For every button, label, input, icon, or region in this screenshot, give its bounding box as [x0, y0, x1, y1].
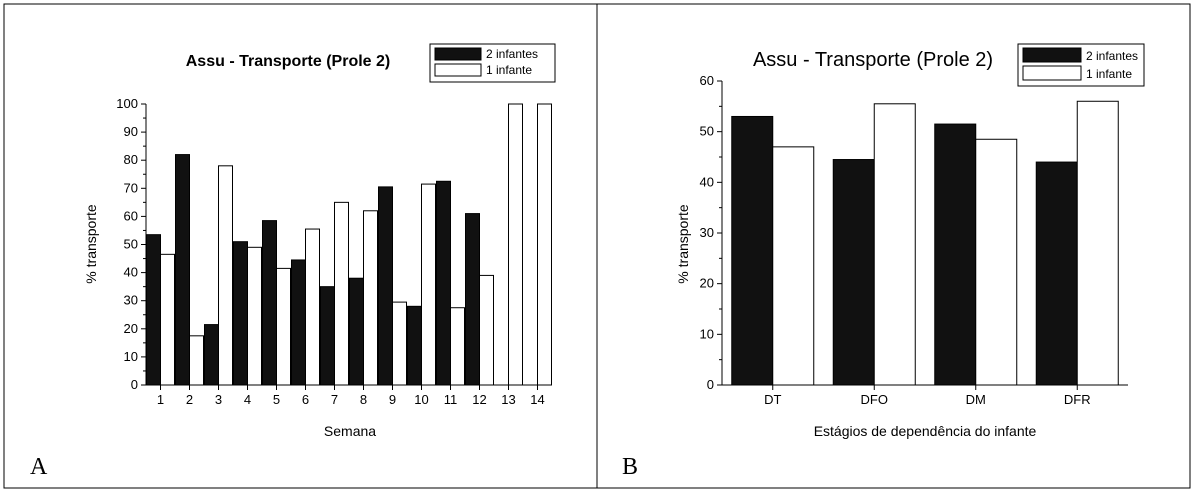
chart-a-y-tick-label-30: 30 — [124, 293, 138, 308]
chart-a-bar-s1-6 — [291, 259, 306, 386]
chart-a-bar-s1-8 — [349, 277, 364, 386]
chart-a-bar-s2-1 — [160, 253, 175, 386]
chart-b-x-axis-title: Estágios de dependência do infante — [814, 423, 1037, 439]
chart-a-bar-s2-6 — [305, 228, 320, 386]
chart-a-x-tick-label-3: 3 — [215, 392, 222, 407]
chart-a-bar-s1-11 — [436, 180, 451, 386]
chart-a-x-tick-label-10: 10 — [414, 392, 428, 407]
chart-b-x-tick-label-4: DFR — [1064, 392, 1091, 407]
chart-a-bar-s1-1 — [146, 234, 161, 386]
chart-a-x-tick-label-11: 11 — [444, 392, 458, 407]
chart-b-y-tick-label-40: 40 — [700, 174, 714, 189]
chart-b-bar-s2-4 — [1076, 100, 1119, 386]
chart-a-bar-s2-3 — [218, 165, 233, 386]
chart-a-x-tick-label-1: 1 — [157, 392, 164, 407]
chart-a-x-tick-label-6: 6 — [302, 392, 309, 407]
chart-a-legend-swatch-2 — [434, 63, 482, 77]
chart-b-x-tick-label-2: DFO — [861, 392, 888, 407]
chart-a-y-tick-label-70: 70 — [124, 180, 138, 195]
chart-a-legend-label-1: 2 infantes — [486, 47, 538, 61]
chart-b-legend-swatch-2 — [1022, 65, 1082, 81]
chart-b-bar-s1-2 — [832, 159, 875, 386]
chart-a-y-tick-label-50: 50 — [124, 237, 138, 252]
chart-a-x-tick-label-14: 14 — [530, 392, 544, 407]
chart-a-bar-s2-7 — [334, 201, 349, 386]
chart-a-bar-s1-9 — [378, 186, 393, 386]
panel-frame — [3, 3, 1191, 489]
chart-a-legend: 2 infantes 1 infante — [429, 43, 556, 83]
chart-a-bar-s2-14 — [537, 103, 552, 386]
chart-a-x-axis-title: Semana — [324, 423, 376, 439]
chart-a-y-tick-label-0: 0 — [131, 377, 138, 392]
chart-a-bar-s1-10 — [407, 305, 422, 386]
chart-a-bar-s1-12 — [465, 213, 480, 386]
chart-a-y-axis-title: % transporte — [83, 204, 99, 284]
chart-a-bar-s2-13 — [508, 103, 523, 386]
chart-a-x-tick-label-7: 7 — [331, 392, 338, 407]
chart-b-y-tick-label-50: 50 — [700, 124, 714, 139]
chart-b-bar-s1-1 — [731, 115, 774, 386]
chart-a-bar-s2-4 — [247, 246, 262, 386]
chart-a-x-tick-label-12: 12 — [472, 392, 486, 407]
chart-a-bar-s2-8 — [363, 210, 378, 386]
chart-a-y-tick-label-90: 90 — [124, 124, 138, 139]
chart-a-x-tick-label-13: 13 — [501, 392, 515, 407]
chart-a-bar-s2-5 — [276, 267, 291, 386]
chart-b-legend: 2 infantes 1 infante — [1017, 43, 1145, 87]
chart-b-bar-s1-3 — [934, 123, 977, 386]
chart-a-y-tick-label-10: 10 — [124, 349, 138, 364]
chart-a-bar-s2-9 — [392, 301, 407, 386]
chart-b-bar-s1-4 — [1035, 161, 1078, 386]
chart-a-legend-swatch-1 — [434, 47, 482, 61]
chart-a-x-tick-label-9: 9 — [389, 392, 396, 407]
chart-a-y-tick-label-60: 60 — [124, 208, 138, 223]
chart-b-bar-s2-1 — [772, 146, 815, 386]
chart-a-bar-s2-11 — [450, 307, 465, 386]
chart-b-y-tick-label-60: 60 — [700, 73, 714, 88]
chart-a-x-tick-label-2: 2 — [186, 392, 193, 407]
panel-a-letter: A — [30, 454, 48, 480]
chart-a-bar-s2-12 — [479, 274, 494, 386]
chart-a-bar-s1-3 — [204, 324, 219, 386]
chart-b-y-tick-label-10: 10 — [700, 326, 714, 341]
chart-a-bar-s1-2 — [175, 154, 190, 386]
chart-a-legend-label-2: 1 infante — [486, 63, 532, 77]
chart-b-bar-s2-2 — [873, 103, 916, 386]
chart-a-title: Assu - Transporte (Prole 2) — [186, 53, 391, 70]
chart-b-y-axis-title: % transporte — [675, 204, 691, 284]
chart-b: Assu - Transporte (Prole 2) % transporte… — [622, 43, 1145, 480]
chart-b-legend-label-1: 2 infantes — [1086, 49, 1138, 63]
chart-b-x-tick-label-1: DT — [764, 392, 781, 407]
chart-a-x-tick-label-5: 5 — [273, 392, 280, 407]
chart-a-y-tick-label-100: 100 — [116, 96, 138, 111]
chart-b-y-tick-label-30: 30 — [700, 225, 714, 240]
chart-a: Assu - Transporte (Prole 2) % transporte… — [30, 43, 556, 480]
chart-a-y-tick-label-20: 20 — [124, 321, 138, 336]
chart-b-legend-label-2: 1 infante — [1086, 67, 1132, 81]
chart-a-bar-s2-2 — [189, 335, 204, 386]
chart-b-y-tick-label-20: 20 — [700, 276, 714, 291]
chart-b-bar-s2-3 — [975, 138, 1018, 386]
chart-a-bar-s1-5 — [262, 220, 277, 386]
panel-b-letter: B — [622, 454, 638, 480]
chart-a-x-tick-label-4: 4 — [244, 392, 251, 407]
chart-a-x-tick-label-8: 8 — [360, 392, 367, 407]
chart-b-title: Assu - Transporte (Prole 2) — [753, 49, 993, 71]
chart-b-legend-swatch-1 — [1022, 47, 1082, 63]
chart-a-bar-s2-10 — [421, 183, 436, 386]
chart-a-bar-s1-7 — [320, 286, 335, 386]
chart-a-y-tick-label-80: 80 — [124, 152, 138, 167]
chart-a-bar-s1-4 — [233, 241, 248, 386]
chart-b-x-tick-label-3: DM — [966, 392, 986, 407]
chart-b-y-tick-label-0: 0 — [707, 377, 714, 392]
chart-a-y-tick-label-40: 40 — [124, 265, 138, 280]
